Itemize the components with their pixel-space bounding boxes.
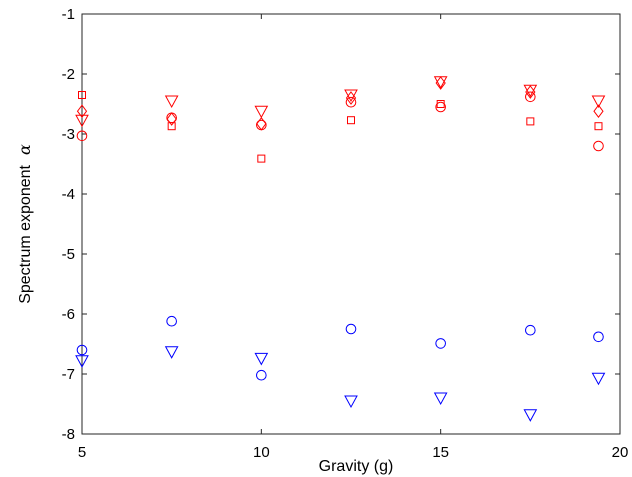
triangle-down-marker: [591, 95, 606, 109]
plot-frame: [81, 13, 621, 435]
triangle-down-marker: [75, 114, 89, 128]
circle-marker: [345, 96, 357, 108]
square-marker: [347, 116, 355, 125]
diamond-marker: [593, 104, 604, 119]
triangle-down-marker: [433, 392, 448, 406]
square-marker: [594, 122, 603, 131]
y-tick-label: -3: [62, 126, 75, 143]
triangle-down-marker: [164, 346, 179, 359]
x-axis-label: Gravity (g): [319, 458, 394, 475]
y-tick-label: -6: [62, 306, 75, 323]
y-axis-label-symbol: α: [15, 144, 34, 155]
triangle-down-marker: [523, 409, 538, 422]
circle-marker: [256, 119, 267, 131]
circle-marker: [435, 101, 446, 113]
diamond-marker: [435, 76, 446, 90]
diamond-marker: [76, 104, 88, 119]
circle-marker: [435, 338, 446, 349]
triangle-down-marker: [433, 76, 448, 89]
square-marker: [78, 91, 86, 99]
y-tick-label: -8: [62, 426, 75, 443]
x-tick-label: 15: [432, 444, 449, 461]
circle-marker: [593, 331, 604, 343]
circle-marker: [76, 344, 88, 356]
triangle-down-marker: [344, 395, 358, 409]
y-tick-label: -5: [62, 246, 75, 263]
circle-marker: [525, 91, 536, 103]
triangle-down-marker: [254, 105, 269, 119]
x-tick-label: 10: [253, 444, 270, 461]
data-markers: [75, 76, 606, 422]
axis-ticks: 5 10 15 20 -1 -2 -3 -4 -5 -6 -7 -8: [62, 6, 629, 461]
triangle-down-marker: [164, 95, 179, 109]
circle-marker: [76, 130, 88, 142]
triangle-down-marker: [523, 84, 538, 98]
triangle-down-marker: [591, 372, 606, 386]
square-marker: [167, 122, 176, 131]
triangle-down-marker: [254, 352, 269, 366]
circle-marker: [345, 323, 357, 335]
circle-marker: [593, 140, 604, 152]
triangle-down-marker: [344, 89, 358, 103]
square-marker: [257, 154, 266, 163]
circle-marker: [166, 112, 177, 124]
y-axis-label-text: Spectrum exponent: [17, 164, 34, 303]
triangle-down-marker: [75, 355, 89, 368]
y-axis-label: Spectrum exponent α: [15, 144, 34, 304]
y-tick-label: -2: [62, 66, 75, 83]
y-tick-label: -7: [62, 366, 75, 383]
diamond-marker: [166, 112, 177, 126]
x-tick-label: 5: [78, 444, 86, 461]
circle-marker: [256, 369, 267, 381]
circle-marker: [166, 315, 177, 327]
y-tick-label: -4: [62, 186, 75, 203]
y-tick-label: -1: [62, 6, 75, 23]
circle-marker: [525, 324, 536, 336]
square-marker: [436, 100, 445, 108]
square-marker: [526, 117, 535, 126]
x-tick-label: 20: [612, 444, 629, 461]
